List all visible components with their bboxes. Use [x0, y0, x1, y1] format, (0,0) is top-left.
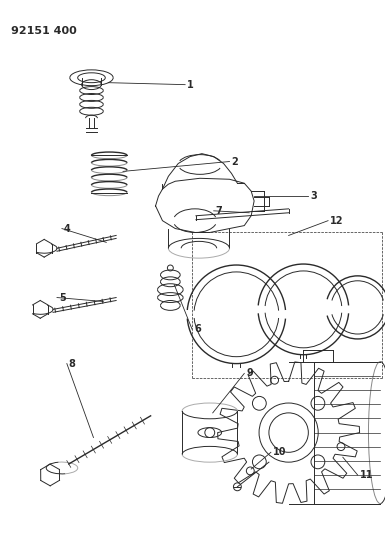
Text: 2: 2 [232, 157, 238, 166]
Text: 8: 8 [69, 359, 76, 369]
Text: 10: 10 [273, 447, 286, 457]
Text: 1: 1 [187, 79, 194, 90]
Text: 12: 12 [330, 216, 343, 225]
Text: 11: 11 [360, 470, 373, 480]
Text: 92151 400: 92151 400 [10, 26, 76, 36]
Text: 7: 7 [216, 206, 222, 216]
Text: 9: 9 [246, 368, 253, 378]
Text: 5: 5 [59, 293, 66, 303]
Text: 3: 3 [310, 191, 317, 201]
Text: 4: 4 [64, 223, 71, 233]
Text: 6: 6 [194, 324, 201, 334]
